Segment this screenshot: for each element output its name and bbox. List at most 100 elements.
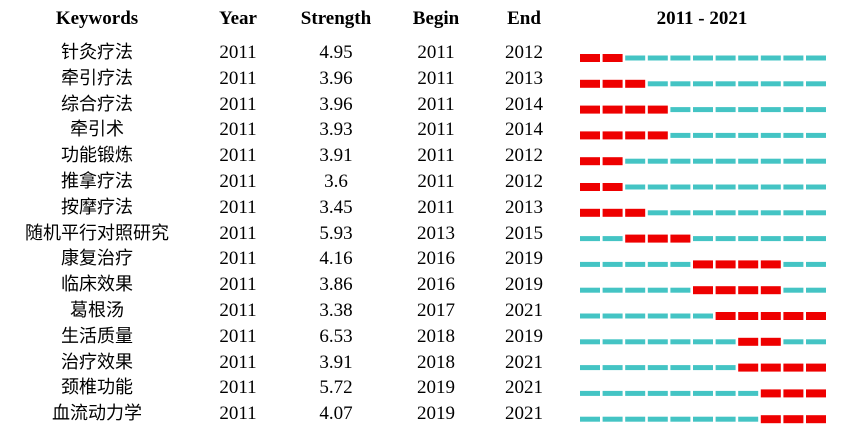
timeline-segment bbox=[625, 158, 646, 164]
timeline-segment bbox=[602, 416, 623, 422]
burst-segment bbox=[760, 415, 781, 424]
keyword-label: 康复治疗 bbox=[61, 248, 133, 270]
burst-segment bbox=[647, 105, 668, 114]
timeline-segment bbox=[738, 184, 759, 190]
burst-segment bbox=[783, 389, 804, 398]
timeline-segment bbox=[715, 210, 736, 216]
timeline-segment bbox=[602, 287, 623, 293]
burst-segment bbox=[580, 208, 600, 217]
burst-segment bbox=[783, 363, 804, 372]
timeline-segment bbox=[647, 416, 668, 422]
burst-segment bbox=[783, 312, 804, 320]
burst-segment bbox=[580, 157, 600, 166]
begin-year: 2011 bbox=[417, 171, 455, 192]
timeline-segment bbox=[783, 184, 804, 190]
timeline-segment bbox=[670, 287, 691, 293]
year-value: 2011 bbox=[219, 67, 257, 89]
timeline-segment bbox=[647, 261, 668, 267]
year-value: 2011 bbox=[219, 145, 257, 167]
timeline-segment bbox=[738, 158, 759, 164]
burst-segment bbox=[738, 363, 759, 372]
header-strength: Strength bbox=[300, 8, 372, 29]
strength-value: 4.07 bbox=[319, 403, 353, 425]
timeline-segment bbox=[602, 261, 623, 267]
timeline-segment bbox=[647, 313, 668, 319]
year-value: 2011 bbox=[219, 248, 257, 270]
timeline-segment bbox=[693, 365, 713, 371]
strength-value: 3.86 bbox=[319, 274, 353, 296]
keyword-label: 推拿疗法 bbox=[61, 171, 133, 192]
timeline-segment bbox=[783, 210, 804, 216]
timeline-segment bbox=[625, 184, 646, 190]
timeline-segment bbox=[647, 339, 668, 345]
burst-segment bbox=[580, 79, 600, 88]
end-year: 2021 bbox=[505, 300, 543, 321]
timeline-segment bbox=[806, 210, 826, 216]
keyword-label: 治疗效果 bbox=[61, 351, 133, 373]
burst-segment bbox=[806, 415, 826, 424]
timeline-segment bbox=[580, 261, 600, 267]
burst-segment bbox=[693, 260, 713, 269]
timeline-segment bbox=[783, 158, 804, 164]
timeline-segment bbox=[647, 390, 668, 396]
strength-value: 3.91 bbox=[319, 145, 353, 167]
begin-year: 2019 bbox=[417, 377, 455, 399]
timeline-segment bbox=[625, 416, 646, 422]
header-year: Year bbox=[219, 8, 257, 29]
timeline-segment bbox=[806, 158, 826, 164]
burst-segment bbox=[580, 105, 600, 114]
burst-segment bbox=[806, 312, 826, 320]
timeline-segment bbox=[760, 210, 781, 216]
year-value: 2011 bbox=[219, 351, 257, 373]
timeline-segment bbox=[806, 55, 826, 61]
burst-segment bbox=[670, 234, 691, 243]
timeline-segment bbox=[783, 132, 804, 138]
timeline-segment bbox=[715, 132, 736, 138]
timeline-segment bbox=[602, 339, 623, 345]
timeline-segment bbox=[670, 339, 691, 345]
burst-segment bbox=[783, 415, 804, 424]
timeline-segment bbox=[580, 287, 600, 293]
timeline-segment bbox=[693, 339, 713, 345]
timeline-segment bbox=[670, 261, 691, 267]
burst-segment bbox=[760, 363, 781, 372]
timeline-segment bbox=[625, 55, 646, 61]
timeline-segment bbox=[693, 55, 713, 61]
year-value: 2011 bbox=[219, 300, 257, 321]
burst-segment bbox=[760, 260, 781, 269]
timeline-segment bbox=[806, 81, 826, 87]
timeline-segment bbox=[580, 339, 600, 345]
timeline-segment bbox=[602, 390, 623, 396]
timeline-segment bbox=[760, 107, 781, 113]
burst-segment bbox=[602, 183, 623, 191]
burst-segment bbox=[580, 131, 600, 140]
end-year: 2015 bbox=[505, 222, 543, 244]
timeline-segment bbox=[580, 390, 600, 396]
timeline-segment bbox=[715, 365, 736, 371]
begin-year: 2011 bbox=[417, 93, 455, 115]
timeline-segment bbox=[783, 287, 804, 293]
keyword-label: 功能锻炼 bbox=[61, 145, 133, 167]
end-year: 2021 bbox=[505, 351, 543, 373]
timeline-segment bbox=[693, 81, 713, 87]
burst-segment bbox=[715, 286, 736, 295]
begin-year: 2011 bbox=[417, 42, 455, 63]
timeline-segment bbox=[715, 236, 736, 242]
burst-segment bbox=[738, 312, 759, 320]
timeline-segment bbox=[625, 287, 646, 293]
strength-value: 5.72 bbox=[319, 377, 353, 399]
timeline-segment bbox=[738, 236, 759, 242]
burst-segment bbox=[806, 389, 826, 398]
strength-value: 3.45 bbox=[319, 196, 353, 218]
timeline-segment bbox=[715, 339, 736, 345]
burst-segment bbox=[625, 234, 646, 243]
burst-segment bbox=[625, 79, 646, 88]
timeline-segment bbox=[602, 236, 623, 242]
strength-value: 5.93 bbox=[319, 222, 353, 244]
timeline-segment bbox=[738, 210, 759, 216]
timeline-segment bbox=[602, 313, 623, 319]
end-year: 2021 bbox=[505, 377, 543, 399]
timeline-segment bbox=[806, 132, 826, 138]
timeline-segment bbox=[715, 158, 736, 164]
